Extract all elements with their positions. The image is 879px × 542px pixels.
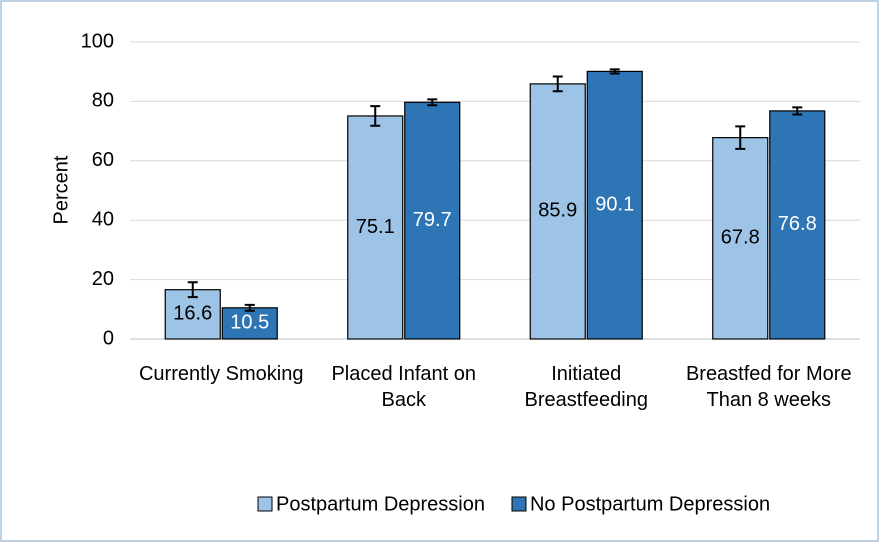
bar	[347, 115, 404, 340]
bar	[404, 101, 461, 340]
error-bar	[609, 68, 620, 75]
data-label: 10.5	[230, 312, 269, 334]
error-bar	[370, 105, 381, 127]
y-tick-label: 60	[92, 149, 114, 171]
x-tick-label: Currently Smoking	[138, 363, 304, 385]
data-label: 90.1	[595, 193, 634, 215]
x-tick-label: Breastfed for More Than 8 weeks	[685, 363, 852, 411]
data-label: 75.1	[356, 216, 395, 238]
data-label: 79.7	[413, 209, 452, 231]
data-label: 67.8	[721, 227, 760, 249]
data-label: 16.6	[173, 303, 212, 325]
bar	[712, 137, 769, 340]
y-tick-label: 40	[92, 208, 114, 230]
legend-swatch	[511, 496, 527, 512]
y-axis-title: Percent	[50, 155, 72, 224]
error-bar	[244, 303, 255, 312]
x-tick-label: Initiated Breastfeeding	[524, 363, 648, 411]
bar	[221, 307, 278, 340]
legend-label: No Postpartum Depression	[530, 493, 770, 515]
legend-swatch	[257, 496, 273, 512]
bar	[769, 110, 826, 340]
error-bar	[427, 98, 438, 107]
error-bar	[792, 106, 803, 116]
data-label: 76.8	[778, 213, 817, 235]
error-bar	[735, 125, 746, 150]
error-bar	[552, 75, 563, 93]
error-bar	[187, 281, 198, 299]
data-label: 85.9	[538, 200, 577, 222]
y-tick-label: 80	[92, 90, 114, 112]
y-tick-label: 20	[92, 268, 114, 290]
legend-label: Postpartum Depression	[276, 493, 485, 515]
x-tick-label: Placed Infant on Back	[331, 363, 477, 411]
bar	[586, 70, 643, 340]
bar	[529, 83, 586, 340]
y-tick-label: 100	[81, 30, 114, 52]
y-tick-label: 0	[103, 327, 114, 349]
